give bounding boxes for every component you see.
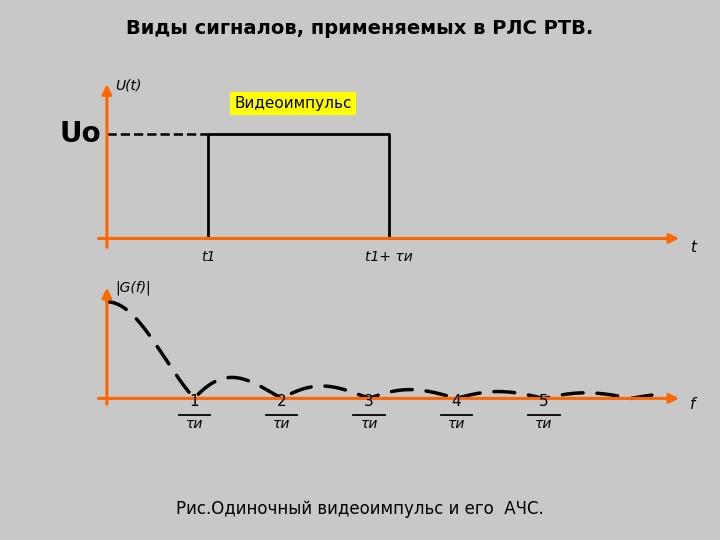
Text: Видеоимпульс: Видеоимпульс (234, 96, 351, 111)
Text: τи: τи (361, 417, 378, 431)
Text: Рис.Одиночный видеоимпульс и его  АЧС.: Рис.Одиночный видеоимпульс и его АЧС. (176, 501, 544, 518)
Text: U(t): U(t) (115, 79, 142, 93)
Text: τи: τи (186, 417, 203, 431)
Text: τи: τи (273, 417, 290, 431)
Text: 3: 3 (364, 394, 374, 409)
Text: t1: t1 (201, 250, 215, 264)
Text: 2: 2 (277, 394, 287, 409)
Text: τи: τи (448, 417, 465, 431)
Text: 1: 1 (189, 394, 199, 409)
Text: f: f (690, 397, 696, 412)
Text: t1+ τи: t1+ τи (365, 250, 413, 264)
Text: 4: 4 (451, 394, 462, 409)
Text: Uo: Uo (60, 120, 102, 148)
Text: t: t (690, 240, 696, 255)
Text: |G(f)|: |G(f)| (115, 281, 151, 295)
Text: 5: 5 (539, 394, 549, 409)
Text: Виды сигналов, применяемых в РЛС РТВ.: Виды сигналов, применяемых в РЛС РТВ. (127, 19, 593, 38)
Text: τи: τи (535, 417, 552, 431)
